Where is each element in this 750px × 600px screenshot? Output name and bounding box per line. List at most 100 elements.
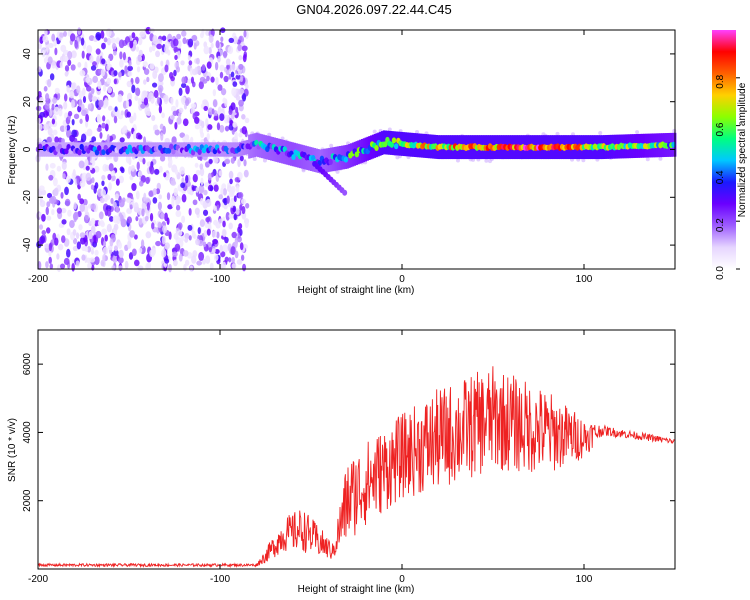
noise-speckle (203, 189, 208, 196)
noise-speckle (99, 132, 103, 139)
noise-speckle (201, 258, 206, 265)
noise-speckle (219, 124, 225, 133)
noise-speckle (45, 163, 49, 171)
noise-speckle (222, 97, 227, 104)
noise-speckle (143, 97, 149, 106)
noise-speckle (187, 55, 191, 61)
noise-speckle (51, 33, 56, 42)
noise-speckle (57, 243, 64, 251)
noise-speckle (40, 235, 46, 244)
carrier-blob (383, 141, 388, 148)
spectrogram-x-label: Height of straight line (km) (298, 285, 415, 296)
noise-speckle (95, 31, 102, 41)
noise-speckle (175, 204, 181, 211)
noise-speckle (145, 176, 150, 185)
noise-speckle (90, 203, 96, 210)
noise-speckle (94, 249, 99, 256)
noise-speckle (118, 71, 122, 78)
noise-speckle (113, 115, 118, 124)
noise-speckle (208, 34, 214, 43)
noise-speckle (202, 78, 208, 84)
noise-speckle (189, 190, 194, 196)
noise-speckle (86, 85, 92, 92)
carrier-blob (37, 143, 43, 150)
noise-speckle (70, 82, 76, 90)
noise-speckle (189, 67, 194, 76)
noise-speckle (52, 97, 57, 104)
noise-speckle (144, 215, 149, 222)
noise-speckle (228, 109, 233, 115)
snr-panel: -200 -100 0 100 2000 4000 6000 Height of stra… (7, 329, 676, 595)
noise-speckle (43, 123, 49, 131)
snr-y-label: SNR (10 * v/v) (7, 418, 18, 482)
noise-speckle (232, 36, 238, 45)
noise-speckle (82, 198, 88, 206)
noise-speckle (94, 165, 100, 173)
noise-speckle (175, 66, 181, 73)
noise-speckle (174, 54, 178, 60)
noise-speckle (137, 97, 142, 106)
noise-speckle (216, 231, 220, 239)
noise-speckle (119, 59, 124, 68)
noise-speckle (109, 239, 114, 247)
noise-speckle (89, 155, 96, 164)
noise-speckle (164, 44, 169, 54)
noise-speckle (238, 88, 245, 95)
noise-speckle (228, 73, 232, 80)
noise-speckle (159, 87, 163, 96)
noise-speckle (180, 60, 185, 66)
noise-speckle (70, 50, 77, 59)
noise-speckle (80, 37, 85, 46)
noise-speckle (45, 206, 49, 216)
x-tick-label: 0 (399, 274, 405, 285)
noise-speckle (133, 259, 140, 267)
noise-speckle (36, 117, 41, 124)
noise-speckle (119, 51, 123, 60)
noise-speckle (241, 206, 246, 215)
noise-speckle (131, 248, 137, 256)
noise-speckle (175, 210, 182, 218)
noise-speckle (125, 155, 132, 164)
noise-speckle (104, 164, 110, 172)
noise-speckle (230, 71, 235, 78)
noise-speckle (61, 161, 67, 170)
noise-speckle (107, 105, 113, 111)
noise-speckle (76, 85, 81, 94)
noise-speckle (85, 165, 90, 171)
noise-speckle (48, 43, 54, 49)
noise-speckle (182, 250, 189, 257)
carrier-blob (171, 148, 176, 155)
noise-speckle (54, 237, 59, 246)
colorbar: 0.0 0.2 0.4 0.6 0.8 Normalized spectral ampl… (712, 30, 748, 280)
noise-speckle (170, 97, 174, 105)
noise-speckle (106, 37, 112, 46)
noise-speckle (205, 198, 212, 207)
noise-speckle (160, 132, 164, 141)
noise-speckle (125, 99, 130, 109)
noise-speckle (206, 61, 212, 69)
noise-speckle (160, 212, 165, 220)
noise-speckle (67, 209, 72, 217)
y-tick-label: 0 (22, 146, 33, 152)
noise-speckle (91, 96, 98, 102)
noise-speckle (242, 263, 247, 272)
y-tick-label: 40 (22, 48, 33, 60)
noise-speckle (158, 73, 164, 83)
noise-speckle (161, 112, 165, 119)
noise-speckle (224, 158, 230, 165)
noise-speckle (84, 158, 89, 167)
noise-speckle (58, 108, 63, 117)
noise-speckle (172, 259, 178, 267)
noise-speckle (235, 208, 240, 216)
noise-speckle (199, 163, 204, 170)
noise-speckle (205, 216, 211, 223)
noise-speckle (178, 112, 182, 119)
noise-speckle (168, 158, 173, 166)
noise-speckle (207, 172, 212, 181)
x-tick-label: -200 (28, 274, 48, 285)
x-tick-label: 0 (399, 574, 405, 585)
noise-speckle (206, 75, 210, 82)
noise-speckle (222, 261, 227, 270)
noise-speckle (90, 65, 97, 71)
noise-speckle (223, 203, 228, 210)
